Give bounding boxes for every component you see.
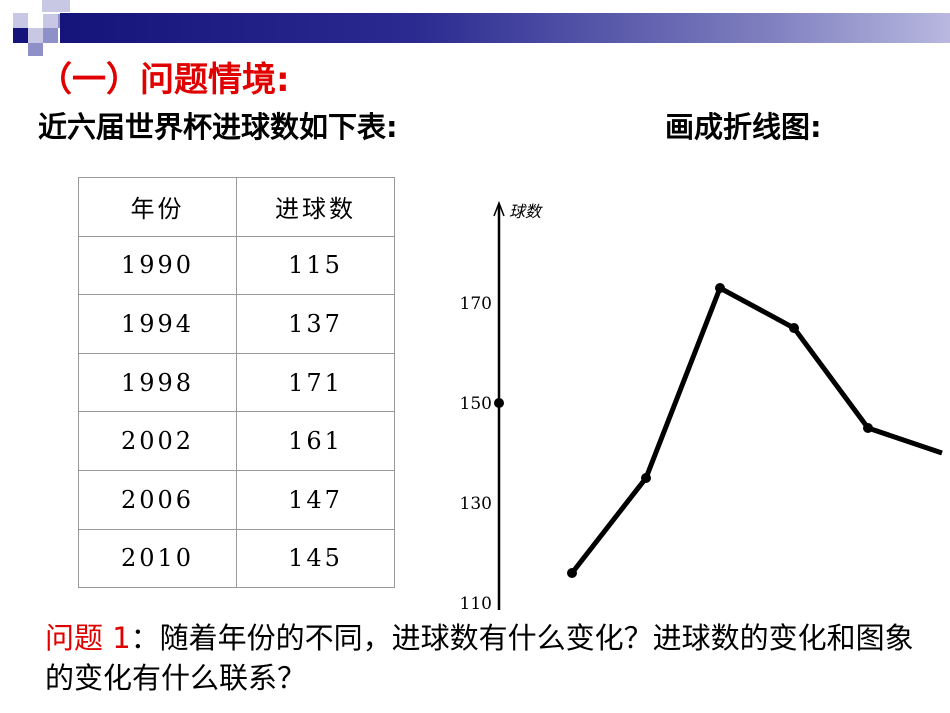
data-point (567, 568, 577, 578)
goals-table: 年份 进球数 1990 115 1994 137 1998 171 2002 161 2… (78, 177, 395, 589)
table-row: 2006 147 (78, 469, 395, 530)
decor-square (43, 28, 58, 43)
chart-intro: 画成折线图: (665, 110, 822, 144)
series-line (570, 284, 943, 575)
data-point (715, 283, 725, 293)
y-tick-label: 130 (460, 494, 492, 514)
decor-square (28, 43, 43, 56)
question-text: ：随着年份的不同，进球数有什么变化？进球数的变化和图象的变化有什么联系？ (45, 621, 914, 695)
cell-goals: 171 (236, 352, 395, 413)
y-axis-arrow (493, 200, 505, 217)
y-tick-label: 110 (460, 594, 492, 614)
cell-goals: 147 (236, 469, 395, 530)
title-banner (60, 13, 950, 43)
table-row: 2010 145 (78, 528, 395, 589)
slide-title: （一）问题情境: (38, 60, 290, 100)
cell-year: 2002 (78, 411, 237, 471)
y-tick-label: 150 (460, 394, 492, 414)
data-point (863, 423, 873, 433)
question: 问题 1：随着年份的不同，进球数有什么变化？进球数的变化和图象的变化有什么联系？ (45, 618, 925, 698)
data-point (641, 473, 651, 483)
table-row: 1994 137 (78, 294, 395, 354)
cell-goals: 115 (236, 235, 395, 296)
decor-square (43, 14, 58, 28)
cell-goals: 145 (236, 528, 395, 589)
decor-square (13, 13, 28, 28)
decor-square (28, 28, 43, 43)
cell-goals: 161 (236, 411, 395, 471)
cell-year: 1994 (78, 294, 237, 354)
decor-square (42, 0, 70, 12)
table-row: 2002 161 (78, 411, 395, 471)
y-tick-label: 170 (460, 294, 492, 314)
table-header-row: 年份 进球数 (78, 177, 395, 237)
cell-year: 2006 (78, 469, 237, 530)
data-point (789, 323, 799, 333)
axis-marker (494, 398, 504, 408)
table-intro: 近六届世界杯进球数如下表: (38, 110, 398, 144)
cell-goals: 137 (236, 294, 395, 354)
cell-year: 2010 (78, 528, 237, 589)
decor-square (13, 28, 28, 43)
question-label: 问题 1 (45, 621, 131, 655)
y-axis-label: 球数 (509, 202, 543, 221)
